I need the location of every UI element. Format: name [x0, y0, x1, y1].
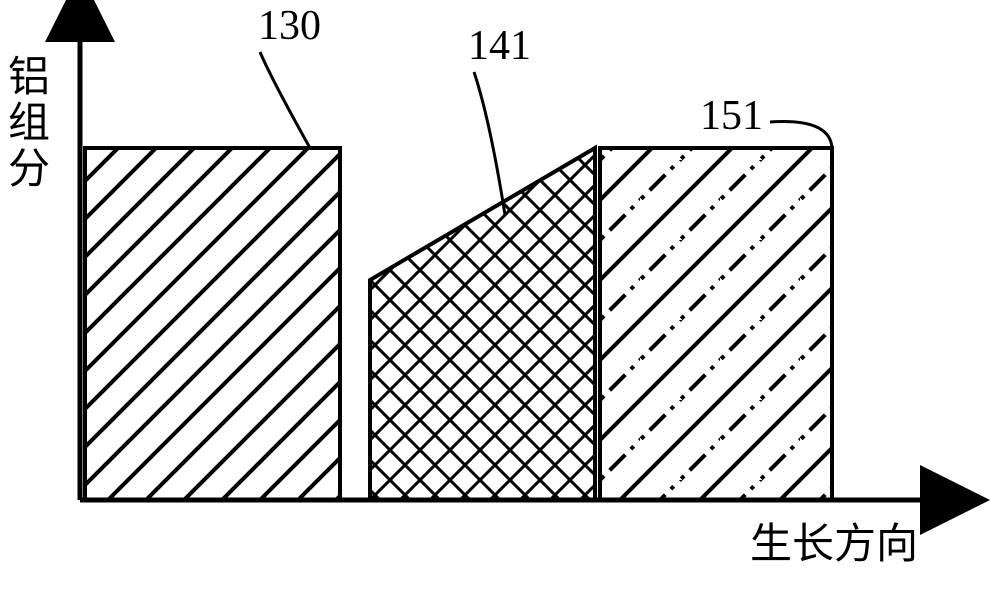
label-151: 151 [700, 92, 763, 140]
label-130: 130 [258, 2, 321, 50]
y-axis-label: 铝组分 [8, 55, 50, 194]
callout-line-130 [260, 52, 310, 148]
region-141 [370, 148, 595, 500]
region-130 [85, 148, 340, 500]
callout-line-141 [474, 72, 505, 215]
region-151 [600, 148, 832, 500]
callout-line-151 [770, 122, 832, 148]
label-141: 141 [468, 22, 531, 70]
x-axis-label: 生长方向 [750, 510, 918, 571]
